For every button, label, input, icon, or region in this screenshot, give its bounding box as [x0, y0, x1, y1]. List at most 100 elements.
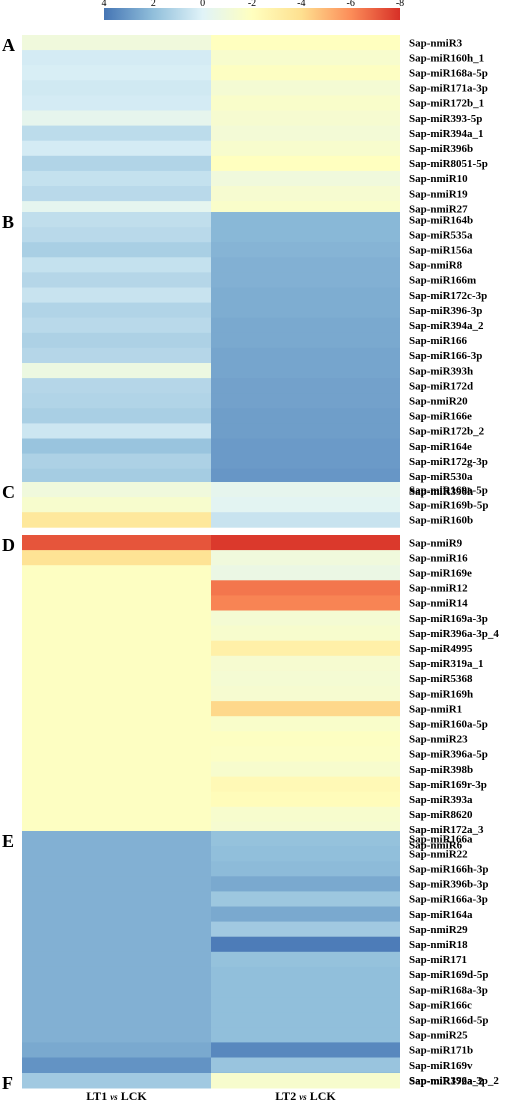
row-label: Sap-miR393-5p	[409, 113, 482, 125]
colorbar-tick-label: 0	[200, 0, 205, 9]
row-label: Sap-miR393h	[409, 365, 473, 377]
row-label: Sap-miR169a-3p	[409, 613, 488, 625]
heatmap-cell	[22, 468, 211, 485]
heatmap-cell	[211, 891, 400, 907]
heatmap-cell	[211, 186, 400, 202]
heatmap-cell	[22, 655, 211, 672]
row-label: Sap-nmiR3	[409, 37, 463, 49]
row-label: Sap-miR164e	[409, 441, 472, 453]
heatmap-cell	[22, 242, 211, 258]
row-label: Sap-miR394a_1	[409, 128, 484, 140]
panel-label: D	[2, 535, 15, 555]
row-label: Sap-miR8620	[409, 809, 473, 821]
heatmap-cell	[22, 610, 211, 626]
panel-label: B	[2, 212, 14, 232]
heatmap-cell	[211, 921, 400, 938]
row-label: Sap-nmiR29	[409, 924, 468, 936]
row-label: Sap-miR168a-5p	[409, 68, 488, 80]
row-label: Sap-miR168a-3p	[409, 984, 488, 996]
row-label: Sap-miR164b	[409, 214, 473, 226]
heatmap-cell	[211, 776, 400, 793]
row-label: Sap-miR166c	[409, 999, 472, 1011]
row-label: Sap-miR166h-3p	[409, 864, 488, 876]
row-label: Sap-nmiR16	[409, 552, 468, 564]
heatmap-cell	[211, 640, 400, 657]
heatmap-cell	[22, 595, 211, 611]
row-label: Sap-nmiR20	[409, 396, 468, 408]
row-label: Sap-miR171a-3p	[409, 83, 488, 95]
heatmap-cell	[211, 936, 400, 953]
heatmap-cell	[22, 110, 211, 126]
heatmap-cell	[211, 670, 400, 687]
heatmap-cell	[211, 50, 400, 66]
heatmap-cell	[22, 95, 211, 111]
heatmap-cell	[211, 317, 400, 334]
heatmap-cell	[22, 1042, 211, 1058]
heatmap-cell	[22, 746, 211, 762]
row-label: Sap-miR169a-5p	[409, 484, 488, 496]
heatmap-cell	[211, 95, 400, 111]
heatmap-cell	[22, 550, 211, 566]
heatmap-cell	[22, 1027, 211, 1043]
row-label: Sap-miR5368	[409, 673, 473, 685]
row-label: Sap-miR396a-3p_4	[409, 628, 499, 640]
row-label: Sap-miR172b_1	[409, 98, 484, 110]
heatmap-cell	[211, 393, 400, 409]
row-label: Sap-miR166m	[409, 275, 476, 287]
heatmap-cell	[22, 317, 211, 334]
heatmap-cell	[22, 982, 211, 998]
heatmap-cell	[211, 125, 400, 142]
panel-label: F	[2, 1073, 13, 1093]
heatmap-cell	[211, 997, 400, 1013]
heatmap-cell	[22, 302, 211, 319]
heatmap-cell	[22, 891, 211, 907]
row-label: Sap-nmiR19	[409, 188, 468, 200]
heatmap-cell	[22, 831, 211, 847]
heatmap-cell	[211, 1012, 400, 1028]
heatmap-cell	[211, 846, 400, 862]
row-label: Sap-miR396a-3p_2	[409, 1075, 499, 1087]
heatmap-cell	[22, 1057, 211, 1073]
heatmap-cell	[211, 982, 400, 998]
heatmap-cell	[22, 625, 211, 642]
colorbar	[104, 8, 400, 20]
row-label: Sap-miR166a-3p	[409, 894, 488, 906]
heatmap-cell	[211, 831, 400, 847]
heatmap-cell	[211, 906, 400, 922]
heatmap-cell	[22, 212, 211, 228]
heatmap-cell	[211, 453, 400, 470]
heatmap-cell	[211, 686, 400, 702]
panel-label: A	[2, 35, 15, 55]
heatmap-cell	[211, 1027, 400, 1043]
row-label: Sap-miR160a-5p	[409, 719, 488, 731]
row-label: Sap-miR394a_2	[409, 320, 484, 332]
row-label: Sap-miR171	[409, 954, 467, 966]
row-label: Sap-nmiR14	[409, 598, 468, 610]
heatmap-cell	[22, 80, 211, 96]
panel-label: C	[2, 482, 15, 502]
heatmap-cell	[211, 580, 400, 596]
row-label: Sap-miR166e	[409, 411, 472, 423]
heatmap-cell	[22, 1073, 211, 1089]
heatmap-cell	[22, 846, 211, 862]
heatmap-cell	[22, 453, 211, 470]
heatmap-cell	[211, 302, 400, 319]
heatmap-cell	[22, 257, 211, 273]
colorbar-tick-label: -6	[346, 0, 354, 9]
column-label: LT1 vs LCK	[86, 1089, 147, 1103]
heatmap-cell	[211, 227, 400, 243]
heatmap-cell	[211, 155, 400, 172]
row-label: Sap-miR169r-3p	[409, 779, 487, 791]
row-label: Sap-miR398b	[409, 764, 473, 776]
heatmap-cell	[22, 731, 211, 747]
row-label: Sap-miR172g-3p	[409, 456, 488, 468]
row-label: Sap-miR396h	[409, 486, 473, 498]
heatmap-cell	[22, 565, 211, 581]
heatmap-cell	[22, 378, 211, 394]
row-label: Sap-miR396-3p	[409, 305, 482, 317]
heatmap-cell	[22, 140, 211, 157]
heatmap-cell	[211, 482, 400, 498]
heatmap-cell	[22, 776, 211, 793]
row-label: Sap-miR169v	[409, 1060, 473, 1072]
heatmap-cell	[22, 512, 211, 528]
